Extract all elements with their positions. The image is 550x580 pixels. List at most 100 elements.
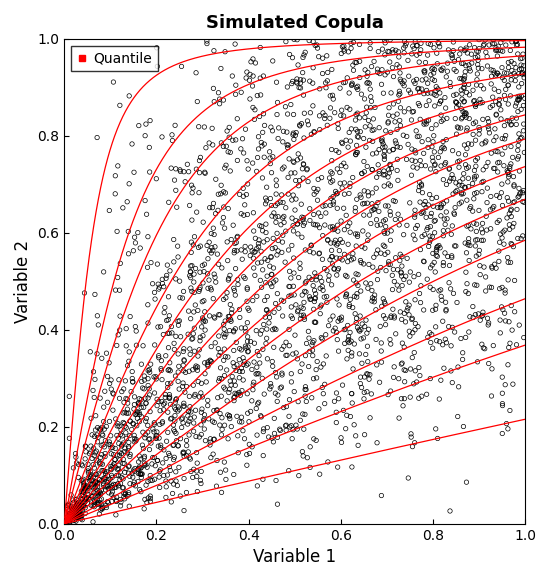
Point <box>320 114 329 123</box>
Point <box>239 211 248 220</box>
Point <box>299 310 308 320</box>
Point <box>78 511 86 520</box>
Point <box>288 77 297 86</box>
Point <box>120 467 129 477</box>
Point <box>516 60 525 70</box>
Point <box>481 273 490 282</box>
Point <box>328 311 337 321</box>
Point <box>172 394 181 404</box>
Point <box>418 75 427 85</box>
Point <box>351 203 360 212</box>
Point <box>237 245 246 255</box>
Point <box>114 481 123 490</box>
Point <box>201 143 210 153</box>
Point <box>428 153 437 162</box>
Point <box>79 481 88 490</box>
Point <box>284 190 293 199</box>
Point <box>107 490 116 499</box>
Point <box>198 261 207 270</box>
Point <box>151 372 160 382</box>
Point <box>89 472 98 481</box>
Point <box>329 326 338 335</box>
Point <box>373 267 382 276</box>
Point <box>348 78 356 88</box>
Point <box>262 324 271 334</box>
Point <box>179 378 188 387</box>
Point <box>211 338 219 347</box>
Point <box>309 248 318 258</box>
Point <box>282 420 290 430</box>
Point <box>190 232 199 241</box>
Point <box>188 261 196 270</box>
Point <box>65 392 74 401</box>
Point <box>97 423 106 432</box>
Point <box>515 92 524 101</box>
Point <box>230 239 239 248</box>
Point <box>386 386 395 396</box>
Point <box>520 94 529 103</box>
Point <box>429 68 438 78</box>
Point <box>225 411 234 420</box>
Point <box>488 101 497 110</box>
Point <box>514 141 522 150</box>
Point <box>229 327 238 336</box>
Point <box>455 74 464 83</box>
Point <box>236 144 245 154</box>
Point <box>509 379 518 389</box>
Point <box>318 69 327 78</box>
Point <box>489 341 498 350</box>
Point <box>194 243 203 252</box>
Point <box>483 183 492 193</box>
Point <box>476 99 485 108</box>
Point <box>338 255 346 264</box>
Point <box>112 471 121 480</box>
Point <box>168 328 177 338</box>
Point <box>282 426 290 435</box>
Point <box>470 96 479 105</box>
Point <box>472 227 481 236</box>
Point <box>358 358 366 368</box>
Point <box>79 487 87 496</box>
Point <box>258 173 267 183</box>
Point <box>519 49 527 59</box>
Point <box>404 104 413 114</box>
Point <box>111 455 119 464</box>
Point <box>81 442 90 451</box>
Point <box>344 240 353 249</box>
Point <box>124 408 133 418</box>
Point <box>254 258 262 267</box>
Point <box>72 505 81 514</box>
Point <box>78 461 87 470</box>
Point <box>151 461 160 470</box>
Point <box>290 168 299 177</box>
Point <box>249 296 257 305</box>
Point <box>322 351 331 361</box>
Point <box>314 52 323 61</box>
Point <box>345 300 354 309</box>
Point <box>243 67 251 77</box>
Point <box>120 459 129 468</box>
Point <box>256 329 265 339</box>
Point <box>108 473 117 482</box>
Point <box>98 503 107 512</box>
Point <box>287 100 295 109</box>
Point <box>418 188 427 197</box>
Point <box>388 304 397 314</box>
Point <box>264 432 273 441</box>
Point <box>91 448 100 458</box>
Point <box>292 349 300 358</box>
Point <box>437 296 446 305</box>
Point <box>259 109 268 118</box>
Point <box>237 88 246 97</box>
Point <box>479 165 488 175</box>
Point <box>463 126 471 135</box>
Point <box>126 416 135 426</box>
Point <box>506 91 515 100</box>
Point <box>428 74 437 84</box>
Point <box>218 425 227 434</box>
Point <box>447 230 456 239</box>
Point <box>119 385 128 394</box>
Point <box>208 203 217 212</box>
Point <box>394 374 403 383</box>
Point <box>104 488 113 498</box>
